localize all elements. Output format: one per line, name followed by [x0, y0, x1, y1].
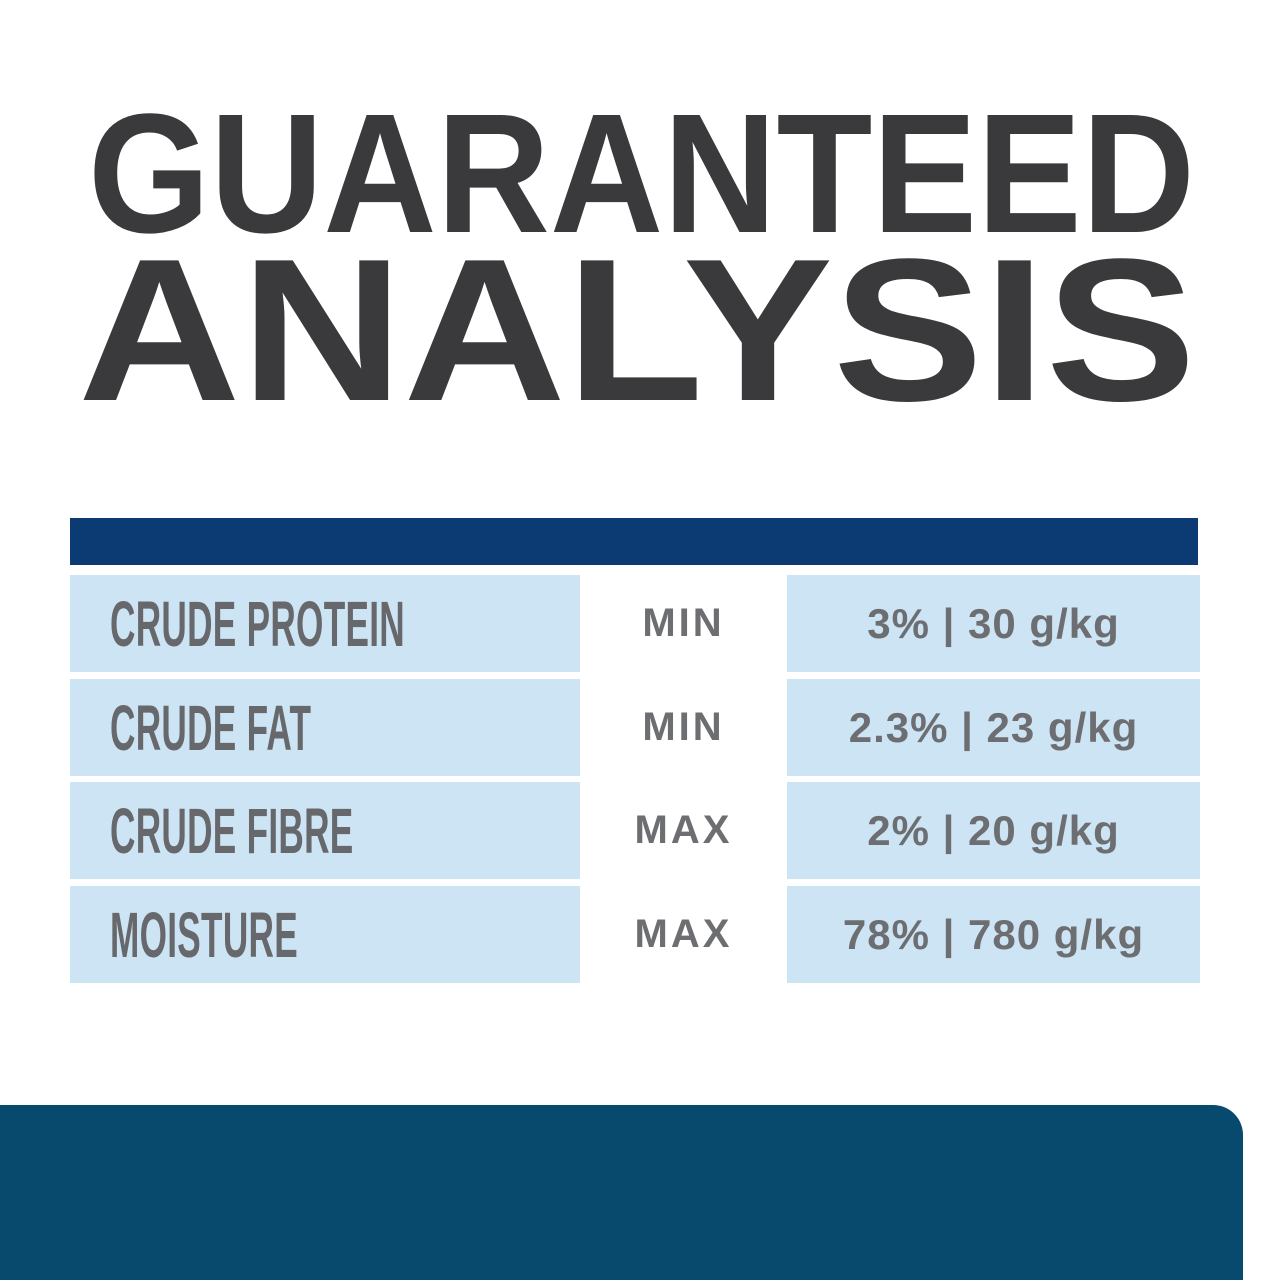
footer-band [0, 1105, 1243, 1280]
value-cell: 78% | 780 g/kg [787, 886, 1200, 983]
qualifier-label: MIN [642, 601, 725, 645]
page-title-line2: ANALYSIS [78, 217, 1196, 410]
value-label: 2.3% | 23 g/kg [848, 703, 1139, 751]
table-row: CRUDE FAT MIN 2.3% | 23 g/kg [70, 679, 1200, 776]
table-header-bar [70, 518, 1198, 565]
page-title: GUARANTEED ANALYSIS [78, 90, 1196, 410]
nutrient-cell: CRUDE FAT [70, 679, 580, 776]
table-row: CRUDE PROTEIN MIN 3% | 30 g/kg [70, 575, 1200, 672]
value-label: 2% | 20 g/kg [867, 806, 1120, 854]
qualifier-cell: MAX [580, 782, 787, 879]
nutrient-label: MOISTURE [110, 898, 298, 971]
value-label: 3% | 30 g/kg [867, 599, 1120, 647]
qualifier-label: MAX [634, 808, 733, 852]
qualifier-cell: MIN [580, 679, 787, 776]
qualifier-cell: MIN [580, 575, 787, 672]
value-cell: 2% | 20 g/kg [787, 782, 1200, 879]
nutrient-cell: CRUDE FIBRE [70, 782, 580, 879]
qualifier-label: MIN [642, 705, 725, 749]
value-cell: 3% | 30 g/kg [787, 575, 1200, 672]
table-row: CRUDE FIBRE MAX 2% | 20 g/kg [70, 782, 1200, 879]
nutrient-label: CRUDE PROTEIN [110, 587, 405, 660]
qualifier-cell: MAX [580, 886, 787, 983]
nutrient-label: CRUDE FAT [110, 691, 312, 764]
nutrient-cell: CRUDE PROTEIN [70, 575, 580, 672]
value-label: 78% | 780 g/kg [842, 910, 1145, 958]
page-title-line1: GUARANTEED [88, 90, 1195, 269]
nutrient-cell: MOISTURE [70, 886, 580, 983]
nutrient-label: CRUDE FIBRE [110, 794, 354, 867]
table-row: MOISTURE MAX 78% | 780 g/kg [70, 886, 1200, 983]
value-cell: 2.3% | 23 g/kg [787, 679, 1200, 776]
qualifier-label: MAX [634, 912, 733, 956]
